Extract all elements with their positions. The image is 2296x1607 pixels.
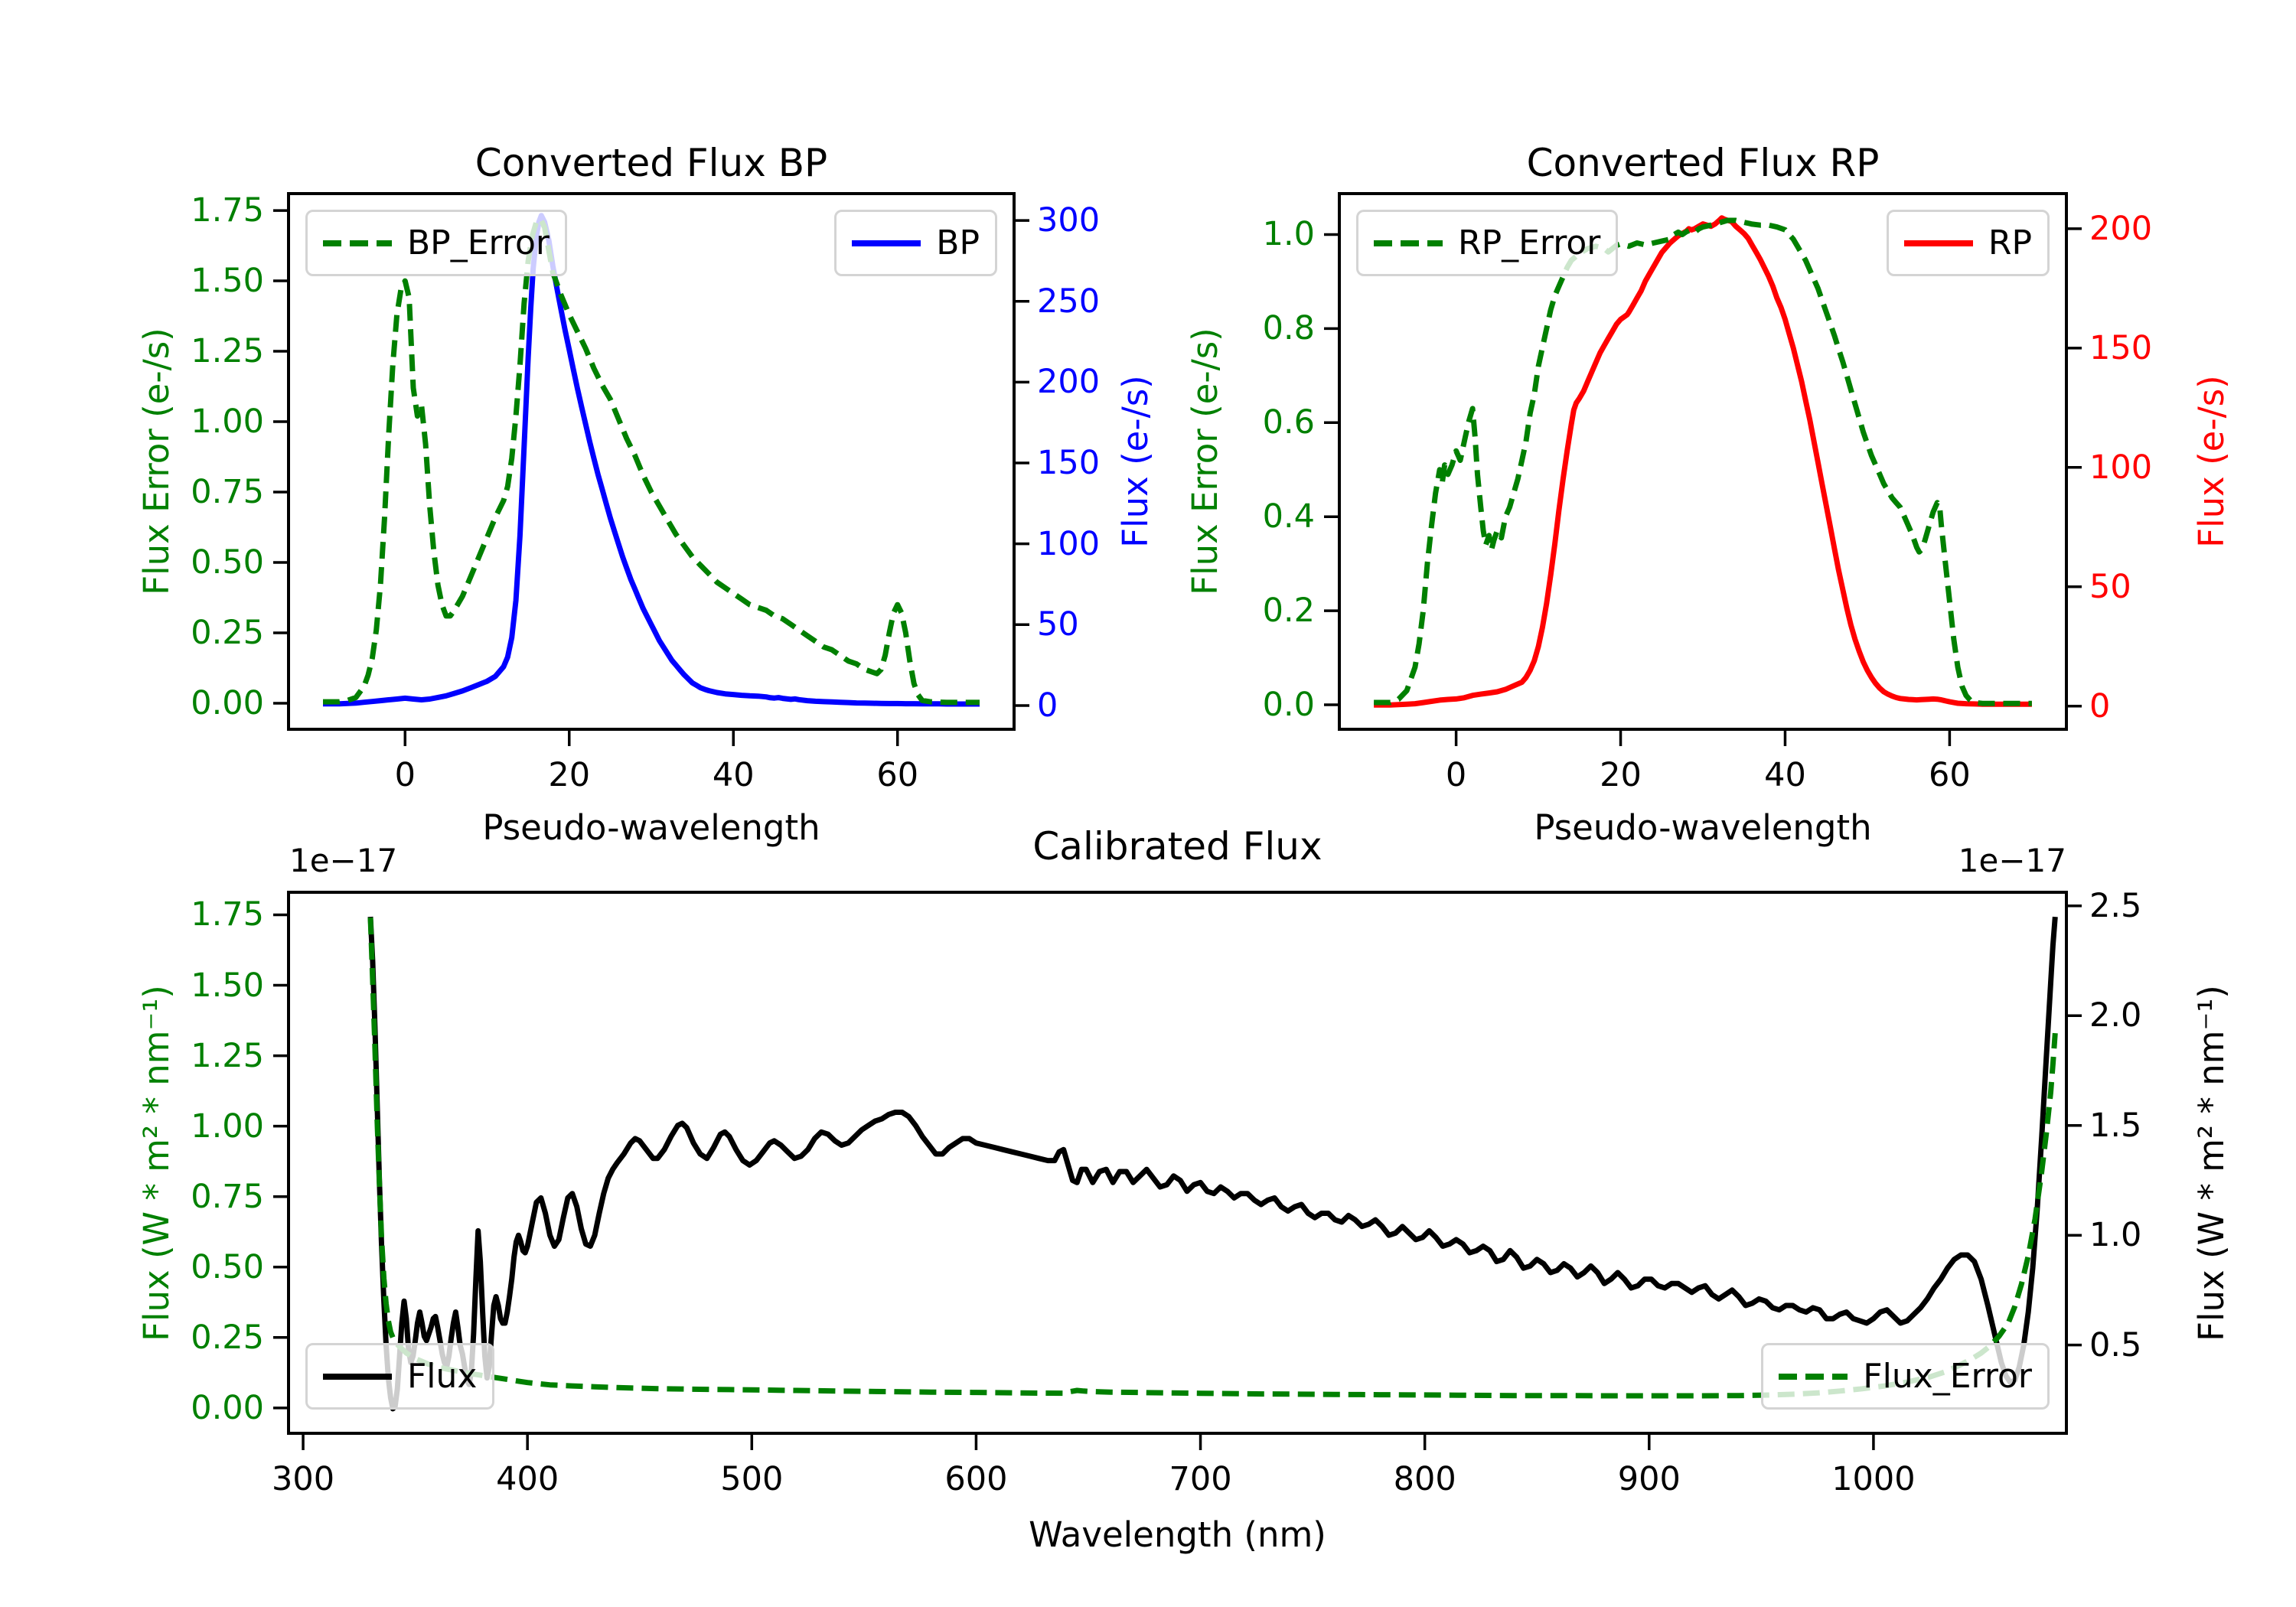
calibrated-plot-title: Calibrated Flux	[1032, 824, 1322, 869]
y-tick-label-right: 200	[1037, 363, 1101, 402]
right-axis-offset-text: 1e−17	[1958, 842, 2066, 879]
y-tick-label-left: 0.50	[191, 543, 264, 582]
y-tick-label-left: 1.25	[191, 332, 264, 371]
y-tick-label-right: 1.0	[2089, 1216, 2142, 1255]
y-tick-label-left: 0.00	[191, 683, 264, 722]
bp-error-legend: BP_Error	[305, 210, 567, 276]
y-tick-label-left: 0.0	[1262, 686, 1315, 725]
y-tick-label-left: 0.4	[1262, 497, 1315, 536]
wavelength-x-axis-label: Wavelength (nm)	[1029, 1514, 1326, 1555]
y-tick-label-right: 300	[1037, 201, 1101, 240]
x-tick-label: 0	[394, 756, 416, 794]
series-bp	[323, 213, 980, 707]
solid-line-swatch-icon	[852, 240, 921, 246]
y-tick-label-left: 0.8	[1262, 309, 1315, 348]
y-tick-label-left: 0.25	[191, 613, 264, 652]
x-tick-label: 300	[272, 1460, 335, 1498]
flux-error-legend: Flux_Error	[1761, 1343, 2050, 1410]
y-tick-label-left: 1.25	[191, 1036, 264, 1075]
y-tick-label-left: 0.75	[191, 473, 264, 511]
y-tick-label-left: 1.75	[191, 191, 264, 230]
y-tick-label-left: 0.25	[191, 1318, 264, 1357]
y-tick-label-left: 1.00	[191, 403, 264, 442]
dashed-line-swatch-icon	[1779, 1373, 1848, 1380]
x-tick-label: 800	[1393, 1460, 1456, 1498]
x-tick-label: 40	[1764, 756, 1806, 794]
y-tick-label-left: 1.00	[191, 1107, 264, 1146]
x-tick-label: 40	[712, 756, 755, 794]
x-tick-label: 1000	[1831, 1460, 1916, 1498]
x-tick-label: 500	[720, 1460, 784, 1498]
x-tick-label: 20	[548, 756, 591, 794]
axes-frame	[287, 192, 1016, 731]
bp-left-axis-label: Flux Error (e-/s)	[136, 328, 177, 595]
legend-label: RP_Error	[1458, 223, 1601, 262]
left-axis-offset-text: 1e−17	[289, 842, 398, 879]
y-tick-label-right: 150	[2089, 328, 2153, 367]
y-tick-label-right: 200	[2089, 209, 2153, 248]
rp-plot-title: Converted Flux RP	[1526, 141, 1880, 185]
y-tick-label-right: 0	[2089, 686, 2111, 725]
y-tick-label-right: 1.5	[2089, 1106, 2142, 1145]
calibrated-right-axis-label: Flux (W * m² * nm⁻¹)	[2191, 985, 2232, 1341]
y-tick-label-left: 0.00	[191, 1388, 264, 1427]
series-rp	[1374, 215, 2032, 708]
legend-label: BP	[936, 223, 980, 262]
y-tick-label-right: 250	[1037, 282, 1101, 321]
y-tick-label-right: 0	[1037, 686, 1058, 725]
y-tick-label-right: 100	[1037, 524, 1101, 563]
x-tick-label: 60	[1929, 756, 1971, 794]
y-tick-label-right: 100	[2089, 448, 2153, 487]
rp-x-axis-label: Pseudo-wavelength	[1534, 807, 1872, 848]
bp-plot-title: Converted Flux BP	[475, 141, 828, 185]
y-tick-label-left: 0.6	[1262, 403, 1315, 442]
series-rp-error	[1374, 217, 2032, 706]
y-tick-label-right: 50	[2089, 567, 2131, 606]
legend-label: RP	[1988, 223, 2032, 262]
y-tick-label-left: 1.75	[191, 895, 264, 934]
y-tick-label-right: 0.5	[2089, 1325, 2142, 1364]
solid-line-swatch-icon	[1903, 240, 1973, 246]
legend-label: Flux	[407, 1357, 478, 1396]
x-tick-label: 400	[496, 1460, 559, 1498]
axes-frame	[287, 891, 2068, 1435]
y-tick-label-right: 2.5	[2089, 886, 2142, 925]
x-tick-label: 600	[944, 1460, 1008, 1498]
flux-legend: Flux	[305, 1343, 495, 1410]
rp-legend: RP	[1886, 210, 2050, 276]
y-tick-label-right: 50	[1037, 605, 1079, 644]
calibrated-left-axis-label: Flux (W * m² * nm⁻¹)	[136, 985, 177, 1341]
series-flux	[367, 916, 2058, 1412]
rp-error-legend: RP_Error	[1356, 210, 1619, 276]
x-tick-label: 20	[1600, 756, 1642, 794]
y-tick-label-left: 0.50	[191, 1247, 264, 1286]
dashed-line-swatch-icon	[1374, 240, 1443, 246]
y-tick-label-left: 0.75	[191, 1177, 264, 1216]
x-tick-label: 700	[1169, 1460, 1232, 1498]
legend-label: Flux_Error	[1863, 1357, 2032, 1396]
bp-legend: BP	[834, 210, 997, 276]
y-tick-label-left: 0.2	[1262, 592, 1315, 631]
y-tick-label-right: 150	[1037, 444, 1101, 482]
x-tick-label: 60	[876, 756, 919, 794]
dashed-line-swatch-icon	[323, 240, 392, 246]
bp-x-axis-label: Pseudo-wavelength	[482, 807, 820, 848]
y-tick-label-left: 1.0	[1262, 215, 1315, 254]
y-tick-label-left: 1.50	[191, 262, 264, 301]
axes-frame	[1338, 192, 2068, 731]
x-tick-label: 0	[1445, 756, 1467, 794]
y-tick-label-right: 2.0	[2089, 996, 2142, 1035]
series-bp-error	[323, 216, 980, 706]
solid-line-swatch-icon	[323, 1373, 392, 1380]
x-tick-label: 900	[1617, 1460, 1681, 1498]
legend-label: BP_Error	[407, 223, 550, 262]
y-tick-label-left: 1.50	[191, 966, 264, 1005]
